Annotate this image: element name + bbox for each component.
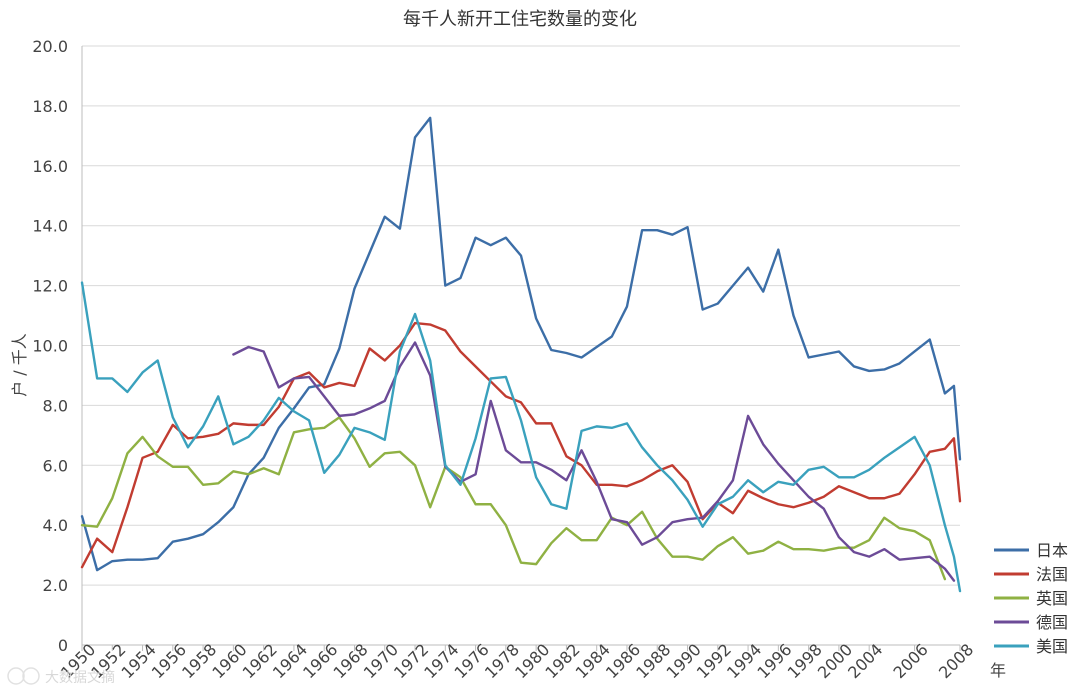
x-tick-label: 1998 [784, 640, 826, 682]
grid-layer [82, 45, 960, 646]
legend-label-0: 日本 [1036, 541, 1068, 560]
x-tick-label: 1988 [632, 640, 674, 682]
y-tick-label: 14.0 [32, 217, 68, 236]
y-tick-label: 0 [58, 636, 68, 655]
y-tick-label: 2.0 [43, 576, 68, 595]
x-tick-label: 1960 [208, 640, 250, 682]
series-line-3 [232, 341, 956, 582]
x-tick-label: 1956 [148, 640, 190, 682]
x-tick-label: 2000 [814, 640, 856, 682]
x-tick-label: 1996 [753, 640, 795, 682]
x-tick-label: 1970 [360, 640, 402, 682]
chart-title: 每千人新开工住宅数量的变化 [403, 9, 637, 30]
y-tick-label: 10.0 [32, 337, 68, 356]
watermark-text: 大数据文摘 [45, 669, 115, 686]
x-tick-label: 1980 [511, 640, 553, 682]
watermark-icon [7, 667, 40, 685]
x-tick-label: 2008 [935, 640, 977, 682]
x-tick-label: 1966 [299, 640, 341, 682]
series-line-1 [80, 321, 962, 569]
x-axis-label: 年 [990, 661, 1006, 680]
series-line-4 [80, 281, 962, 593]
x-tick-label: 1958 [178, 640, 220, 682]
x-tick-label: 1972 [390, 640, 432, 682]
legend-label-1: 法国 [1036, 565, 1068, 584]
series-line-2 [80, 416, 947, 581]
x-tick-label: 1954 [118, 640, 160, 682]
y-tick-label: 16.0 [32, 157, 68, 176]
x-tick-label: 2006 [890, 640, 932, 682]
x-tick-label: 1968 [329, 640, 371, 682]
legend-label-3: 德国 [1036, 613, 1068, 632]
legend-label-4: 美国 [1036, 637, 1068, 656]
x-tick-label: 1994 [723, 640, 765, 682]
x-tick-label: 1978 [481, 640, 523, 682]
x-tick-label: 1992 [693, 640, 735, 682]
legend-label-2: 英国 [1036, 589, 1068, 608]
y-tick-label: 8.0 [43, 396, 68, 415]
y-tick-label: 18.0 [32, 97, 68, 116]
watermark-group: 大数据文摘 [7, 667, 115, 686]
x-tick-label: 1984 [572, 640, 614, 682]
x-tick-label: 1982 [541, 640, 583, 682]
x-tick-label: 2004 [844, 640, 886, 682]
x-tick-label: 1990 [663, 640, 705, 682]
series-line-0 [80, 116, 962, 572]
x-tick-label: 1964 [269, 640, 311, 682]
series-layer [80, 116, 962, 593]
y-tick-label: 6.0 [43, 456, 68, 475]
y-tick-label: 4.0 [43, 516, 68, 535]
y-tick-label: 20.0 [32, 37, 68, 56]
x-tick-label: 1986 [602, 640, 644, 682]
y-axis-label: 户 / 千人 [10, 333, 29, 397]
x-tick-label: 1976 [451, 640, 493, 682]
x-tick-label: 1974 [420, 640, 462, 682]
y-tick-label: 12.0 [32, 277, 68, 296]
x-tick-label: 1962 [239, 640, 281, 682]
